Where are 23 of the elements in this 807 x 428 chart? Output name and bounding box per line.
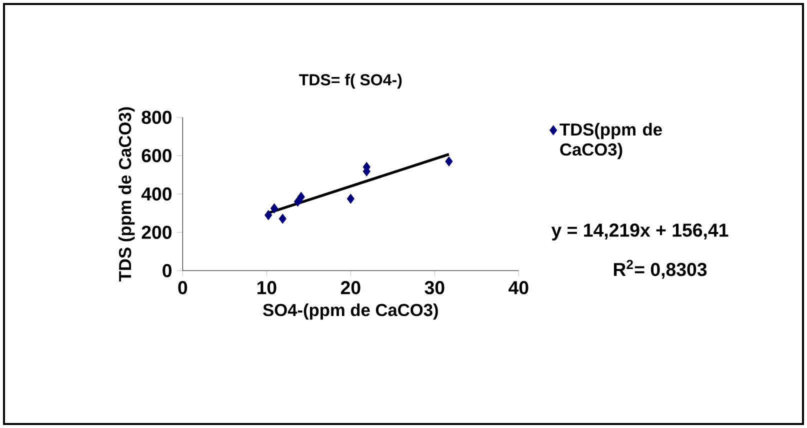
y-axis-title: TDS (ppm de CaCO3) — [118, 107, 135, 282]
point — [445, 156, 453, 166]
point — [294, 196, 302, 207]
x-tick-label: 0 — [178, 281, 188, 294]
y-tick-label: 200 — [142, 226, 172, 239]
legend-label: TDS(ppm de CaCO3) — [560, 122, 662, 160]
point — [346, 194, 354, 204]
x-tick-label: 30 — [424, 281, 444, 294]
chart-title: TDS= f( SO4-) — [299, 74, 402, 89]
text: R$^{2}$= 0,8303 — [614, 260, 707, 279]
x-tick-label: 20 — [340, 281, 360, 294]
y-tick-label: 0 — [162, 264, 172, 278]
y-tick-label: 400 — [141, 187, 172, 201]
y-tick-label: 600 — [142, 149, 172, 162]
x-tick-label: 40 — [508, 281, 528, 294]
y-tick-label: 800 — [142, 110, 172, 124]
x-tick-label: 10 — [257, 281, 276, 294]
point — [278, 214, 286, 224]
point — [264, 210, 272, 220]
text: y = 14,219x + 156,41 — [551, 224, 728, 240]
x-axis-title: SO4-(ppm de CaCO3) — [263, 303, 438, 320]
point — [297, 192, 305, 202]
point — [270, 203, 278, 214]
